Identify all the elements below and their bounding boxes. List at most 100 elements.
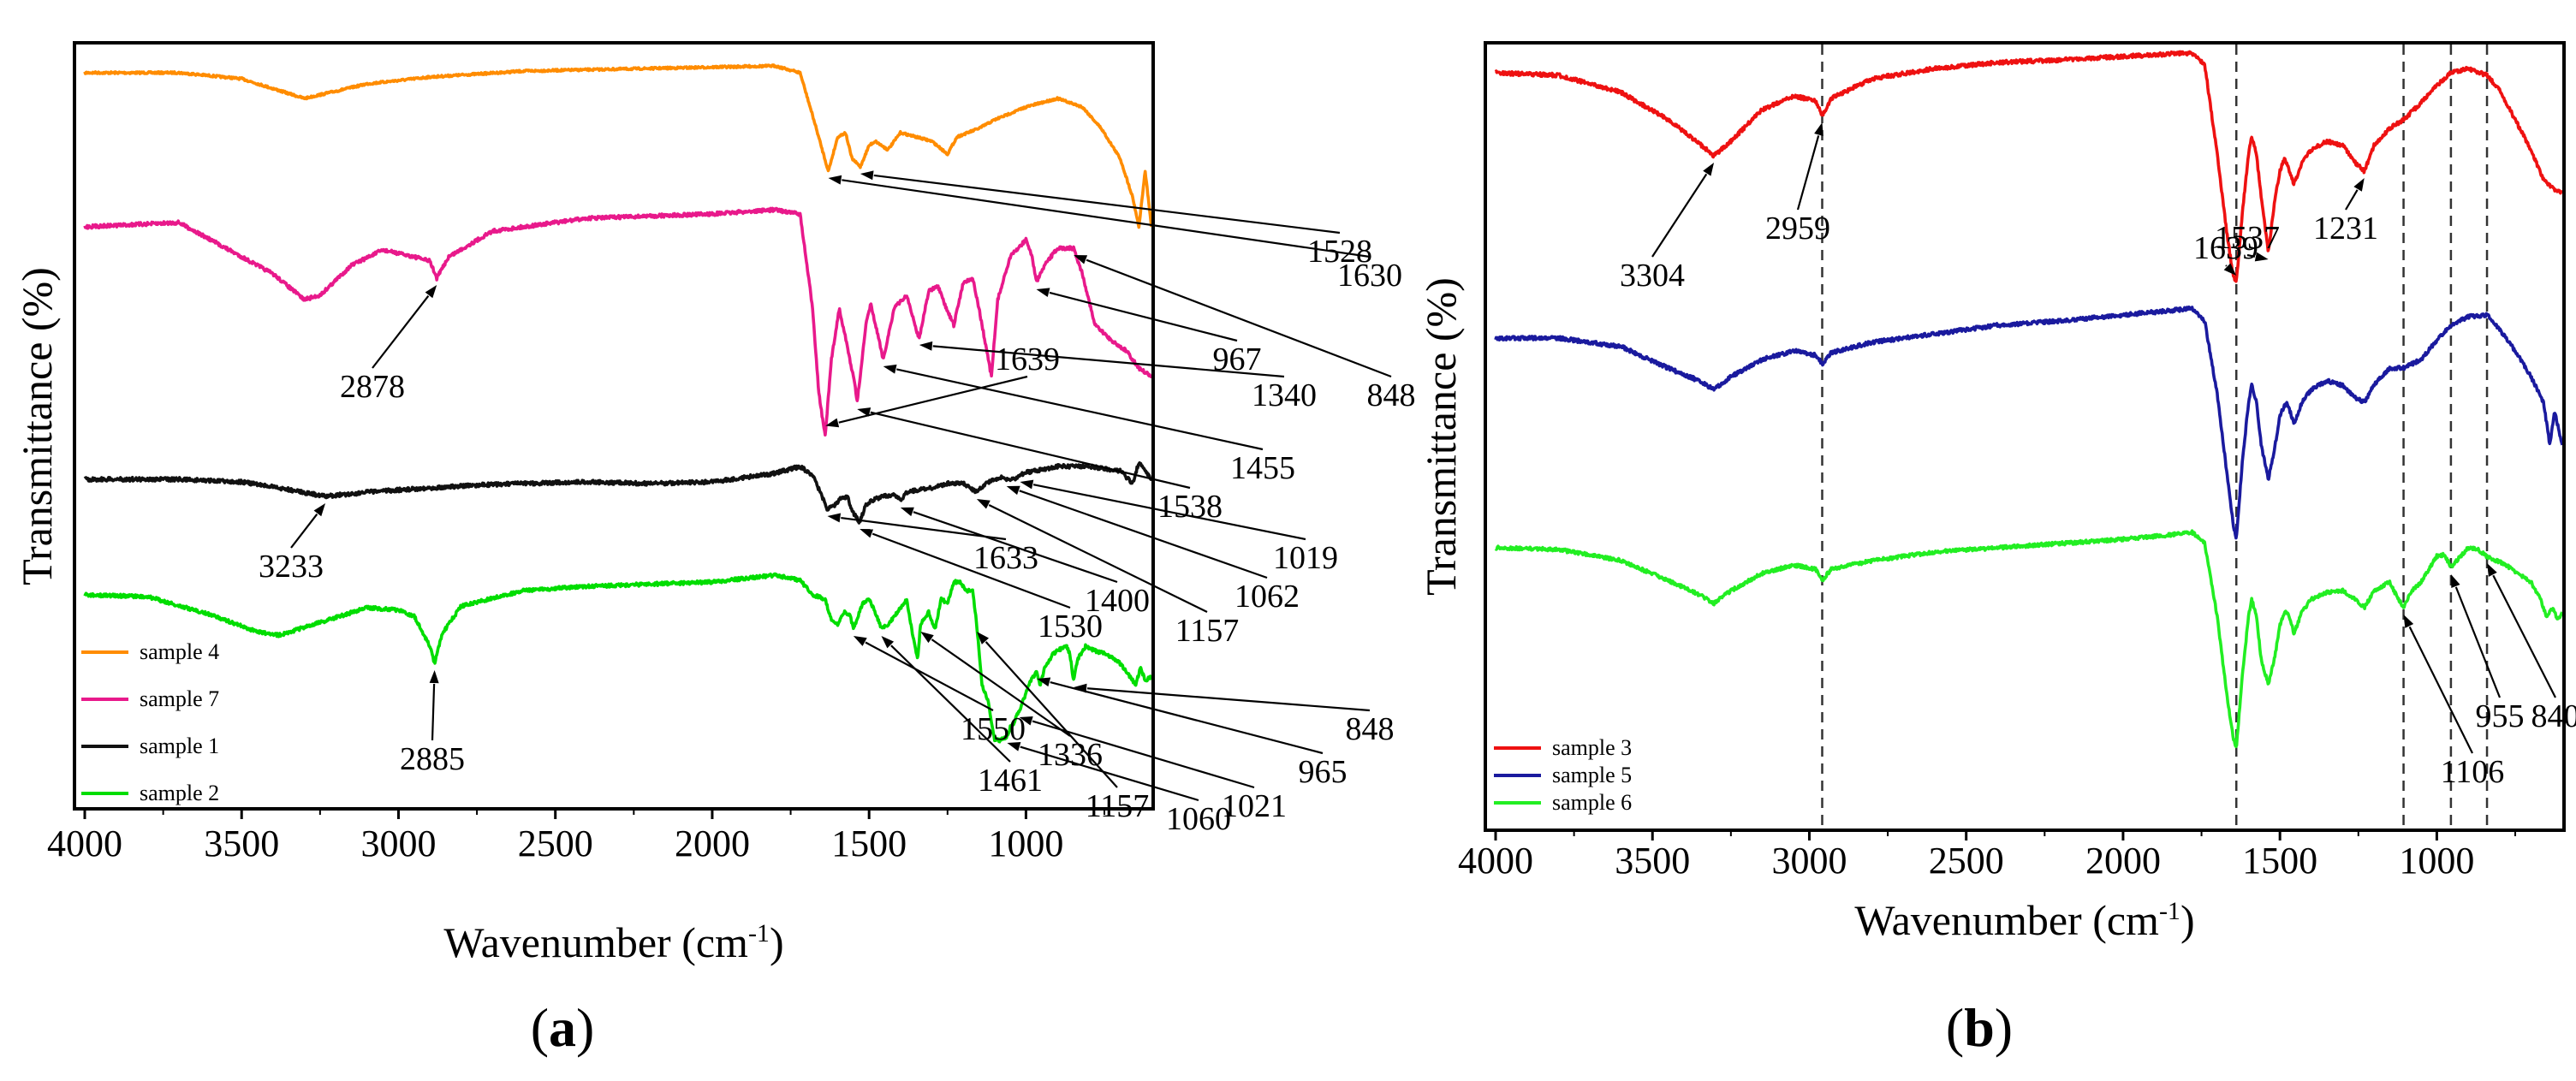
peak-label: 1537 [2215, 220, 2280, 256]
peak-label: 1633 [973, 540, 1038, 576]
peak-label: 2878 [340, 369, 405, 405]
peak-arrow [896, 368, 1264, 451]
peak-arrow [1086, 258, 1392, 378]
peak-arrow [1086, 687, 1371, 712]
plot-a-x-ticks: 4000 3500 3000 2500 2000 1500 1000 [47, 809, 1106, 864]
peak-label: 1528 [1307, 234, 1372, 270]
peak-arrowhead [857, 407, 872, 417]
series-line [83, 206, 1153, 437]
x-tick-label: 1000 [2399, 840, 2474, 882]
peak-arrow [890, 644, 1011, 763]
plot-b-y-axis-title: Transmittance (%) [1417, 277, 1465, 596]
peak-arrowhead [919, 341, 933, 351]
plot-b-x-ticks: 4000 3500 3000 2500 2000 1500 1000 [1458, 830, 2517, 882]
plot-a-x-axis-title: Wavenumber (cm-1) [443, 918, 783, 966]
peak-label: 1461 [978, 763, 1043, 799]
peak-arrow [2408, 626, 2473, 754]
peak-arrow [872, 532, 1071, 609]
peak-arrowhead [425, 285, 437, 299]
peak-label: 2959 [1765, 211, 1830, 246]
peak-arrowhead [860, 529, 874, 538]
legend-label: sample 3 [1552, 735, 1632, 760]
peak-arrowhead [1037, 677, 1051, 687]
peak-arrowhead [900, 507, 914, 517]
peak-arrowhead [1006, 485, 1020, 496]
peak-arrowhead [827, 513, 842, 523]
plot-a-legend: sample 4 sample 7 sample 1 sample 2 [81, 639, 219, 805]
peak-arrow [1032, 720, 1255, 789]
peak-label: 965 [1299, 754, 1347, 790]
plot-b-frame [1484, 41, 2566, 832]
x-tick-label: 4000 [1458, 840, 1533, 882]
peak-label: 848 [1346, 711, 1395, 747]
peak-arrow [932, 345, 1285, 378]
peak-label: 1639 [2193, 230, 2258, 266]
peak-label: 955 [2476, 698, 2525, 734]
peak-arrow [1050, 680, 1324, 755]
plot-b-series [1494, 50, 2564, 749]
peak-label: 2885 [400, 741, 465, 777]
peak-label: 840 [2531, 698, 2576, 734]
legend-label: sample 4 [140, 639, 219, 664]
peak-arrow [372, 294, 430, 369]
peak-arrow [1032, 484, 1306, 541]
peak-arrowhead [2353, 178, 2365, 192]
peak-arrowhead [853, 636, 867, 646]
peak-arrowhead [2450, 574, 2460, 588]
peak-arrow [913, 511, 1118, 584]
legend-label: sample 6 [1552, 790, 1632, 815]
peak-arrow [2345, 189, 2359, 211]
peak-arrow [865, 641, 994, 711]
peak-arrow [2246, 253, 2256, 258]
peak-arrow [2225, 264, 2228, 267]
peak-arrow [873, 174, 1341, 235]
peak-arrowhead [825, 418, 840, 428]
plot-a-series [83, 63, 1153, 744]
peak-label: 1021 [1222, 788, 1287, 824]
legend-label: sample 7 [140, 686, 219, 711]
peak-arrow [931, 639, 1071, 737]
series-line [1494, 529, 2564, 749]
series-line [1494, 305, 2564, 540]
peak-arrowhead [976, 499, 991, 509]
peak-label: 3233 [259, 549, 324, 585]
x-tick-label: 2500 [518, 823, 593, 864]
x-tick-label: 1000 [988, 823, 1063, 864]
peak-arrow [1049, 291, 1238, 342]
peak-label: 1630 [1337, 258, 1402, 294]
peak-arrow [841, 516, 1007, 541]
peak-arrowhead [313, 503, 326, 517]
x-tick-label: 4000 [47, 823, 122, 864]
peak-arrowhead [920, 632, 934, 644]
x-tick-label: 3000 [360, 823, 436, 864]
peak-label: 967 [1213, 342, 1262, 377]
x-tick-label: 2000 [675, 823, 750, 864]
x-tick-label: 3500 [204, 823, 279, 864]
peak-label: 1157 [1175, 613, 1240, 649]
series-line [83, 460, 1153, 525]
peak-arrowhead [429, 670, 439, 684]
series-line [83, 63, 1153, 229]
peak-arrowhead [1036, 288, 1050, 298]
peak-label: 1340 [1252, 377, 1317, 413]
peak-arrowhead [883, 364, 897, 374]
peak-arrow [842, 179, 1371, 258]
peak-arrow [290, 514, 318, 549]
series-line [83, 572, 1153, 744]
peak-label: 1639 [995, 342, 1060, 377]
x-tick-label: 3000 [1771, 840, 1847, 882]
peak-arrowhead [828, 175, 842, 185]
plot-a-y-axis-title: Transmittance (%) [13, 267, 61, 585]
peak-arrow [985, 641, 1118, 788]
peak-arrowhead [976, 632, 990, 644]
peak-arrowhead [881, 636, 895, 649]
peak-label: 1060 [1166, 801, 1231, 837]
peak-arrowhead [1074, 255, 1088, 264]
peak-arrowhead [1020, 479, 1034, 490]
peak-label: 1400 [1085, 583, 1150, 619]
